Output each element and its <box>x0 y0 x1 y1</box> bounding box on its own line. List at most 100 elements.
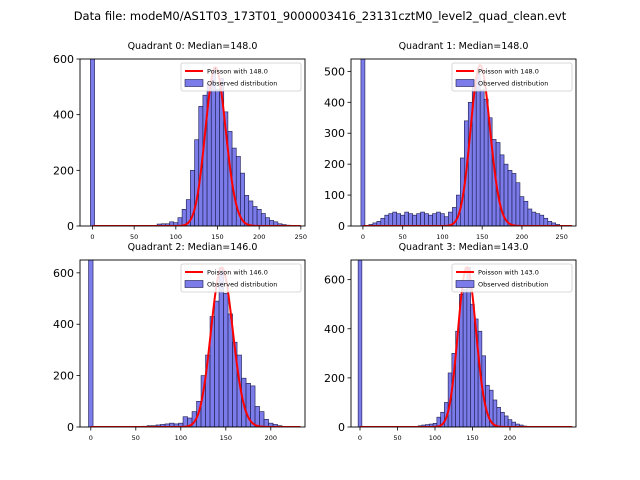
histogram-bar <box>244 195 250 226</box>
histogram-bar <box>388 213 394 226</box>
histogram-bar <box>223 293 229 427</box>
quadrant-2-title: Quadrant 2: Median=146.0 <box>128 242 258 253</box>
legend-observed-label: Observed distribution <box>478 80 548 88</box>
histogram-bar <box>260 213 266 226</box>
quadrant-3-axes-frame <box>350 259 577 428</box>
histogram-bar <box>462 289 468 427</box>
y-tick-label: 300 <box>324 127 345 140</box>
quadrant-1-panel: Quadrant 1: Median=148.0 0 50 100 150 200 250 0… <box>324 41 577 241</box>
histogram-bar <box>259 411 265 427</box>
quadrant-2-panel: Quadrant 2: Median=146.0 0 50 100 150 200 0 200… <box>53 242 306 442</box>
x-tick-label: 250 <box>295 233 307 241</box>
x-tick-label: 50 <box>130 233 138 241</box>
quadrant-3-legend: Poisson with 143.0 Observed distribution <box>451 263 573 293</box>
histogram-bar <box>424 213 429 226</box>
histogram-bar <box>535 213 541 226</box>
histogram-bar <box>519 196 525 226</box>
x-tick-label: 150 <box>220 434 232 442</box>
histogram-bar <box>210 69 216 226</box>
y-tick-label: 200 <box>53 370 74 383</box>
histogram-bar <box>504 415 509 427</box>
legend-poisson-label: Poisson with 148.0 <box>478 68 539 76</box>
histogram-bar <box>256 209 262 226</box>
legend-observed-swatch <box>184 79 204 87</box>
x-tick-label: 200 <box>504 434 516 442</box>
histogram-bar <box>515 182 521 226</box>
x-tick-label: 100 <box>436 233 448 241</box>
histogram-bar <box>531 211 537 226</box>
histogram-bar <box>428 214 433 226</box>
histogram-bar <box>357 260 363 427</box>
y-tick-label: 200 <box>324 158 345 171</box>
histogram-bar <box>380 217 386 226</box>
quadrant-0-legend: Poisson with 148.0 Observed distribution <box>180 62 302 92</box>
y-tick-label: 600 <box>53 267 74 280</box>
x-tick-label: 100 <box>170 233 182 241</box>
histogram-bar <box>420 211 425 226</box>
histogram-bar <box>539 214 545 226</box>
legend-observed-label: Observed distribution <box>478 281 548 289</box>
histogram-bar <box>194 139 200 226</box>
y-tick-label: 200 <box>324 372 345 385</box>
histogram-bar <box>416 213 421 226</box>
poisson-curve <box>92 66 301 226</box>
y-tick-label: 400 <box>53 318 74 331</box>
quadrant-0-panel: Quadrant 0: Median=148.0 0 50 100 150 200 250 0… <box>53 41 307 241</box>
y-tick-label: 400 <box>53 109 74 122</box>
quadrant-0-title: Quadrant 0: Median=148.0 <box>128 41 258 52</box>
x-tick-label: 200 <box>516 233 528 241</box>
x-tick-label: 0 <box>358 434 362 442</box>
x-tick-label: 0 <box>89 434 93 442</box>
quadrant-3-panel: Quadrant 3: Median=143.0 0 50 100 150 200 0 200… <box>324 242 577 442</box>
y-tick-label: 400 <box>324 323 345 336</box>
histogram-bar <box>432 213 437 226</box>
histogram-bar <box>396 213 401 226</box>
histogram-bar <box>475 74 481 226</box>
y-tick-label: 200 <box>53 164 74 177</box>
legend-box <box>180 263 302 293</box>
histogram-bar <box>523 200 529 226</box>
histogram-bar <box>265 217 270 226</box>
histogram-bar <box>500 411 505 427</box>
y-tick-label: 600 <box>324 274 345 287</box>
histogram-bar <box>511 173 517 226</box>
histogram-bar <box>470 303 475 427</box>
histogram-bar <box>252 206 258 226</box>
quadrant-panels: Quadrant 0: Median=148.0 0 50 100 150 200 250 0… <box>53 41 577 442</box>
legend-observed-label: Observed distribution <box>207 80 277 88</box>
y-tick-label: 500 <box>324 65 345 78</box>
histogram-bar <box>543 217 549 226</box>
y-tick-label: 100 <box>324 189 345 202</box>
x-tick-label: 200 <box>253 233 265 241</box>
histogram-bar <box>254 406 260 427</box>
legend-observed-label: Observed distribution <box>207 281 277 289</box>
quadrant-2-axes-frame <box>79 259 306 428</box>
y-tick-label: 0 <box>338 421 345 434</box>
y-tick-label: 400 <box>324 96 345 109</box>
figure-title: Data file: modeM0/AS1T03_173T01_90000034… <box>74 9 567 23</box>
x-tick-label: 150 <box>476 233 488 241</box>
histogram-bar <box>436 211 441 226</box>
quadrant-1-title: Quadrant 1: Median=148.0 <box>399 41 529 52</box>
x-tick-label: 100 <box>175 434 187 442</box>
histogram-bar <box>88 260 94 427</box>
histogram-bar <box>214 300 220 427</box>
x-tick-label: 100 <box>429 434 441 442</box>
poisson-curve <box>362 64 573 226</box>
y-tick-label: 0 <box>67 220 74 233</box>
histogram-bar <box>215 89 220 226</box>
histogram-bar <box>440 213 445 226</box>
histogram-bar <box>527 208 533 226</box>
histogram-bar <box>412 214 417 226</box>
histogram-bar <box>492 399 498 427</box>
x-tick-label: 0 <box>90 233 94 241</box>
legend-poisson-label: Poisson with 143.0 <box>478 269 539 277</box>
x-tick-label: 250 <box>555 233 567 241</box>
quadrant-1-axes-frame <box>350 58 577 227</box>
quadrant-1-legend: Poisson with 148.0 Observed distribution <box>451 62 573 92</box>
histogram-bar <box>404 211 409 226</box>
legend-poisson-label: Poisson with 148.0 <box>207 68 268 76</box>
quadrant-0-bars <box>90 59 291 226</box>
quadrant-1-bars <box>360 59 561 226</box>
